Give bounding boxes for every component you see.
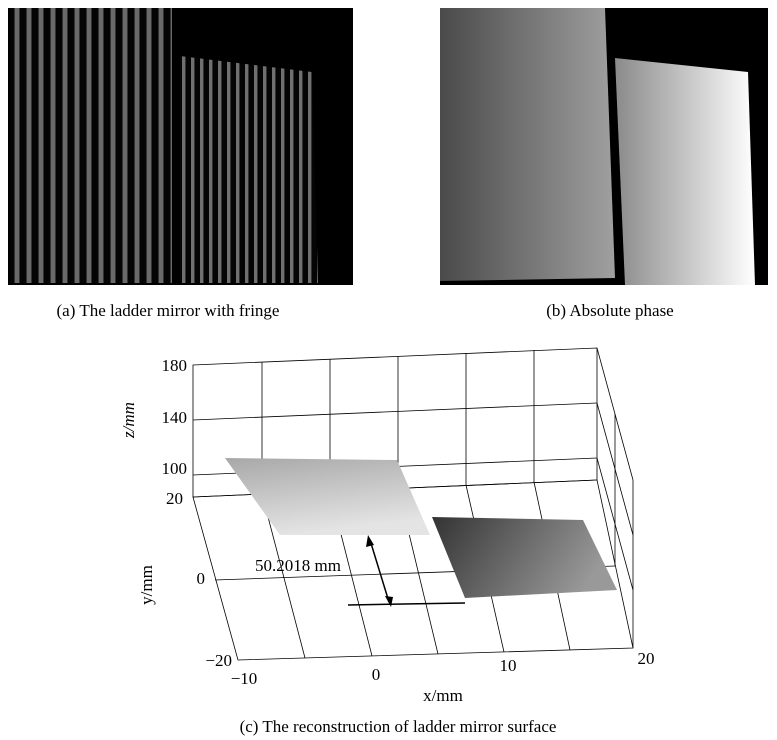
z-tick-label: 180 xyxy=(162,356,188,375)
y-tick-label: 20 xyxy=(166,489,183,508)
z-tick-label: 100 xyxy=(162,459,188,478)
image-b xyxy=(440,8,768,285)
z-axis-label: z/mm xyxy=(119,402,138,439)
caption: (a) The ladder mirror with fringe xyxy=(57,301,280,320)
x-tick-label: 10 xyxy=(500,656,517,675)
plot-3d xyxy=(193,348,633,660)
caption: (b) Absolute phase xyxy=(546,301,673,320)
x-tick-label: 0 xyxy=(372,665,381,684)
z-tick-label: 140 xyxy=(162,408,188,427)
y-tick-label: −20 xyxy=(205,651,232,670)
figure: (a) The ladder mirror with fringe (b) Ab… xyxy=(0,0,777,740)
x-tick-label: 20 xyxy=(638,649,655,668)
y-tick-label: 0 xyxy=(197,569,206,588)
x-tick-label: −10 xyxy=(231,669,258,688)
image-a xyxy=(8,8,353,285)
x-axis-label: x/mm xyxy=(423,686,463,705)
annotation: 50.2018 mm xyxy=(255,556,341,575)
caption: (c) The reconstruction of ladder mirror … xyxy=(240,717,557,736)
y-axis-label: y/mm xyxy=(137,565,156,605)
